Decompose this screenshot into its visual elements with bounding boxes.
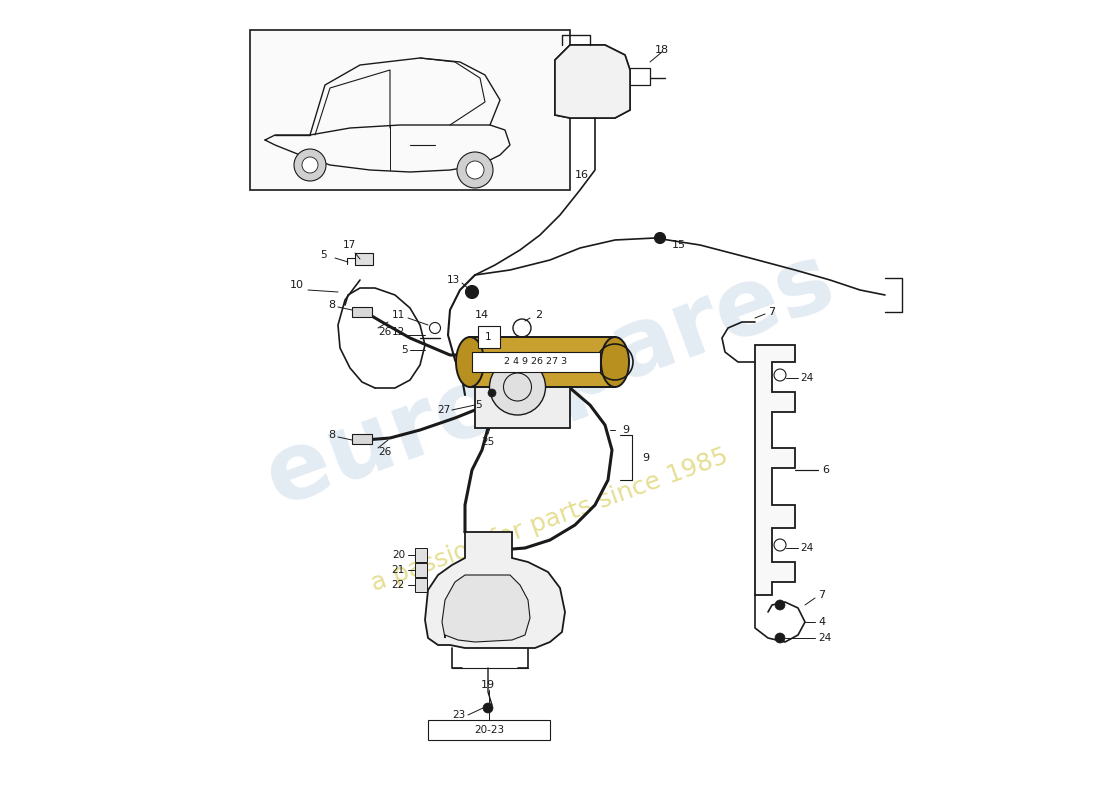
Text: 5: 5	[475, 400, 482, 410]
FancyBboxPatch shape	[415, 563, 427, 577]
Circle shape	[776, 633, 785, 643]
Text: eurospares: eurospares	[254, 234, 846, 526]
FancyBboxPatch shape	[478, 326, 500, 348]
Text: 26: 26	[378, 447, 392, 457]
FancyBboxPatch shape	[470, 337, 615, 387]
Polygon shape	[556, 45, 630, 118]
Text: 17: 17	[343, 240, 356, 250]
FancyBboxPatch shape	[475, 346, 570, 428]
Text: 4: 4	[818, 617, 825, 627]
Text: 19: 19	[481, 680, 495, 690]
Text: 8: 8	[328, 300, 336, 310]
Text: 20: 20	[392, 550, 405, 560]
Text: 6: 6	[822, 465, 829, 475]
Text: 10: 10	[290, 280, 304, 290]
Text: 16: 16	[575, 170, 589, 180]
Text: 7: 7	[818, 590, 825, 600]
Text: 23: 23	[452, 710, 465, 720]
Text: 8: 8	[328, 430, 336, 440]
Polygon shape	[425, 532, 565, 648]
Text: a passion for parts since 1985: a passion for parts since 1985	[368, 444, 732, 596]
FancyBboxPatch shape	[352, 434, 372, 444]
Circle shape	[302, 157, 318, 173]
Circle shape	[490, 359, 546, 415]
Text: 5: 5	[402, 345, 408, 355]
Polygon shape	[442, 575, 530, 642]
Circle shape	[465, 286, 478, 298]
Ellipse shape	[601, 337, 629, 387]
Text: 2: 2	[535, 310, 542, 320]
Text: 25: 25	[482, 437, 495, 447]
Text: 27: 27	[437, 405, 450, 415]
Circle shape	[456, 152, 493, 188]
Text: 2 4 9 26 27 3: 2 4 9 26 27 3	[505, 358, 568, 366]
FancyBboxPatch shape	[415, 578, 427, 592]
Text: 9: 9	[621, 425, 629, 435]
Text: 13: 13	[447, 275, 460, 285]
Circle shape	[483, 703, 493, 713]
Text: 24: 24	[800, 543, 813, 553]
Text: 12: 12	[392, 327, 405, 337]
Ellipse shape	[456, 337, 484, 387]
Text: 14: 14	[475, 310, 490, 320]
Text: 20-23: 20-23	[474, 725, 504, 735]
Text: 22: 22	[392, 580, 405, 590]
Text: 18: 18	[654, 45, 669, 55]
FancyBboxPatch shape	[415, 548, 427, 562]
FancyBboxPatch shape	[250, 30, 570, 190]
Text: 15: 15	[672, 240, 686, 250]
Circle shape	[654, 233, 666, 243]
FancyBboxPatch shape	[352, 307, 372, 317]
Text: 5: 5	[320, 250, 327, 260]
FancyBboxPatch shape	[428, 720, 550, 740]
Text: 1: 1	[485, 332, 492, 342]
FancyBboxPatch shape	[472, 352, 600, 372]
Text: 7: 7	[768, 307, 776, 317]
FancyBboxPatch shape	[355, 253, 373, 265]
Circle shape	[466, 161, 484, 179]
Text: 9: 9	[642, 453, 649, 463]
Circle shape	[294, 149, 326, 181]
Text: 24: 24	[818, 633, 832, 643]
Text: 11: 11	[392, 310, 405, 320]
Text: 21: 21	[392, 565, 405, 575]
Polygon shape	[755, 345, 795, 595]
Circle shape	[776, 600, 785, 610]
Text: 26: 26	[378, 327, 392, 337]
Circle shape	[488, 389, 496, 397]
Text: 24: 24	[800, 373, 813, 383]
